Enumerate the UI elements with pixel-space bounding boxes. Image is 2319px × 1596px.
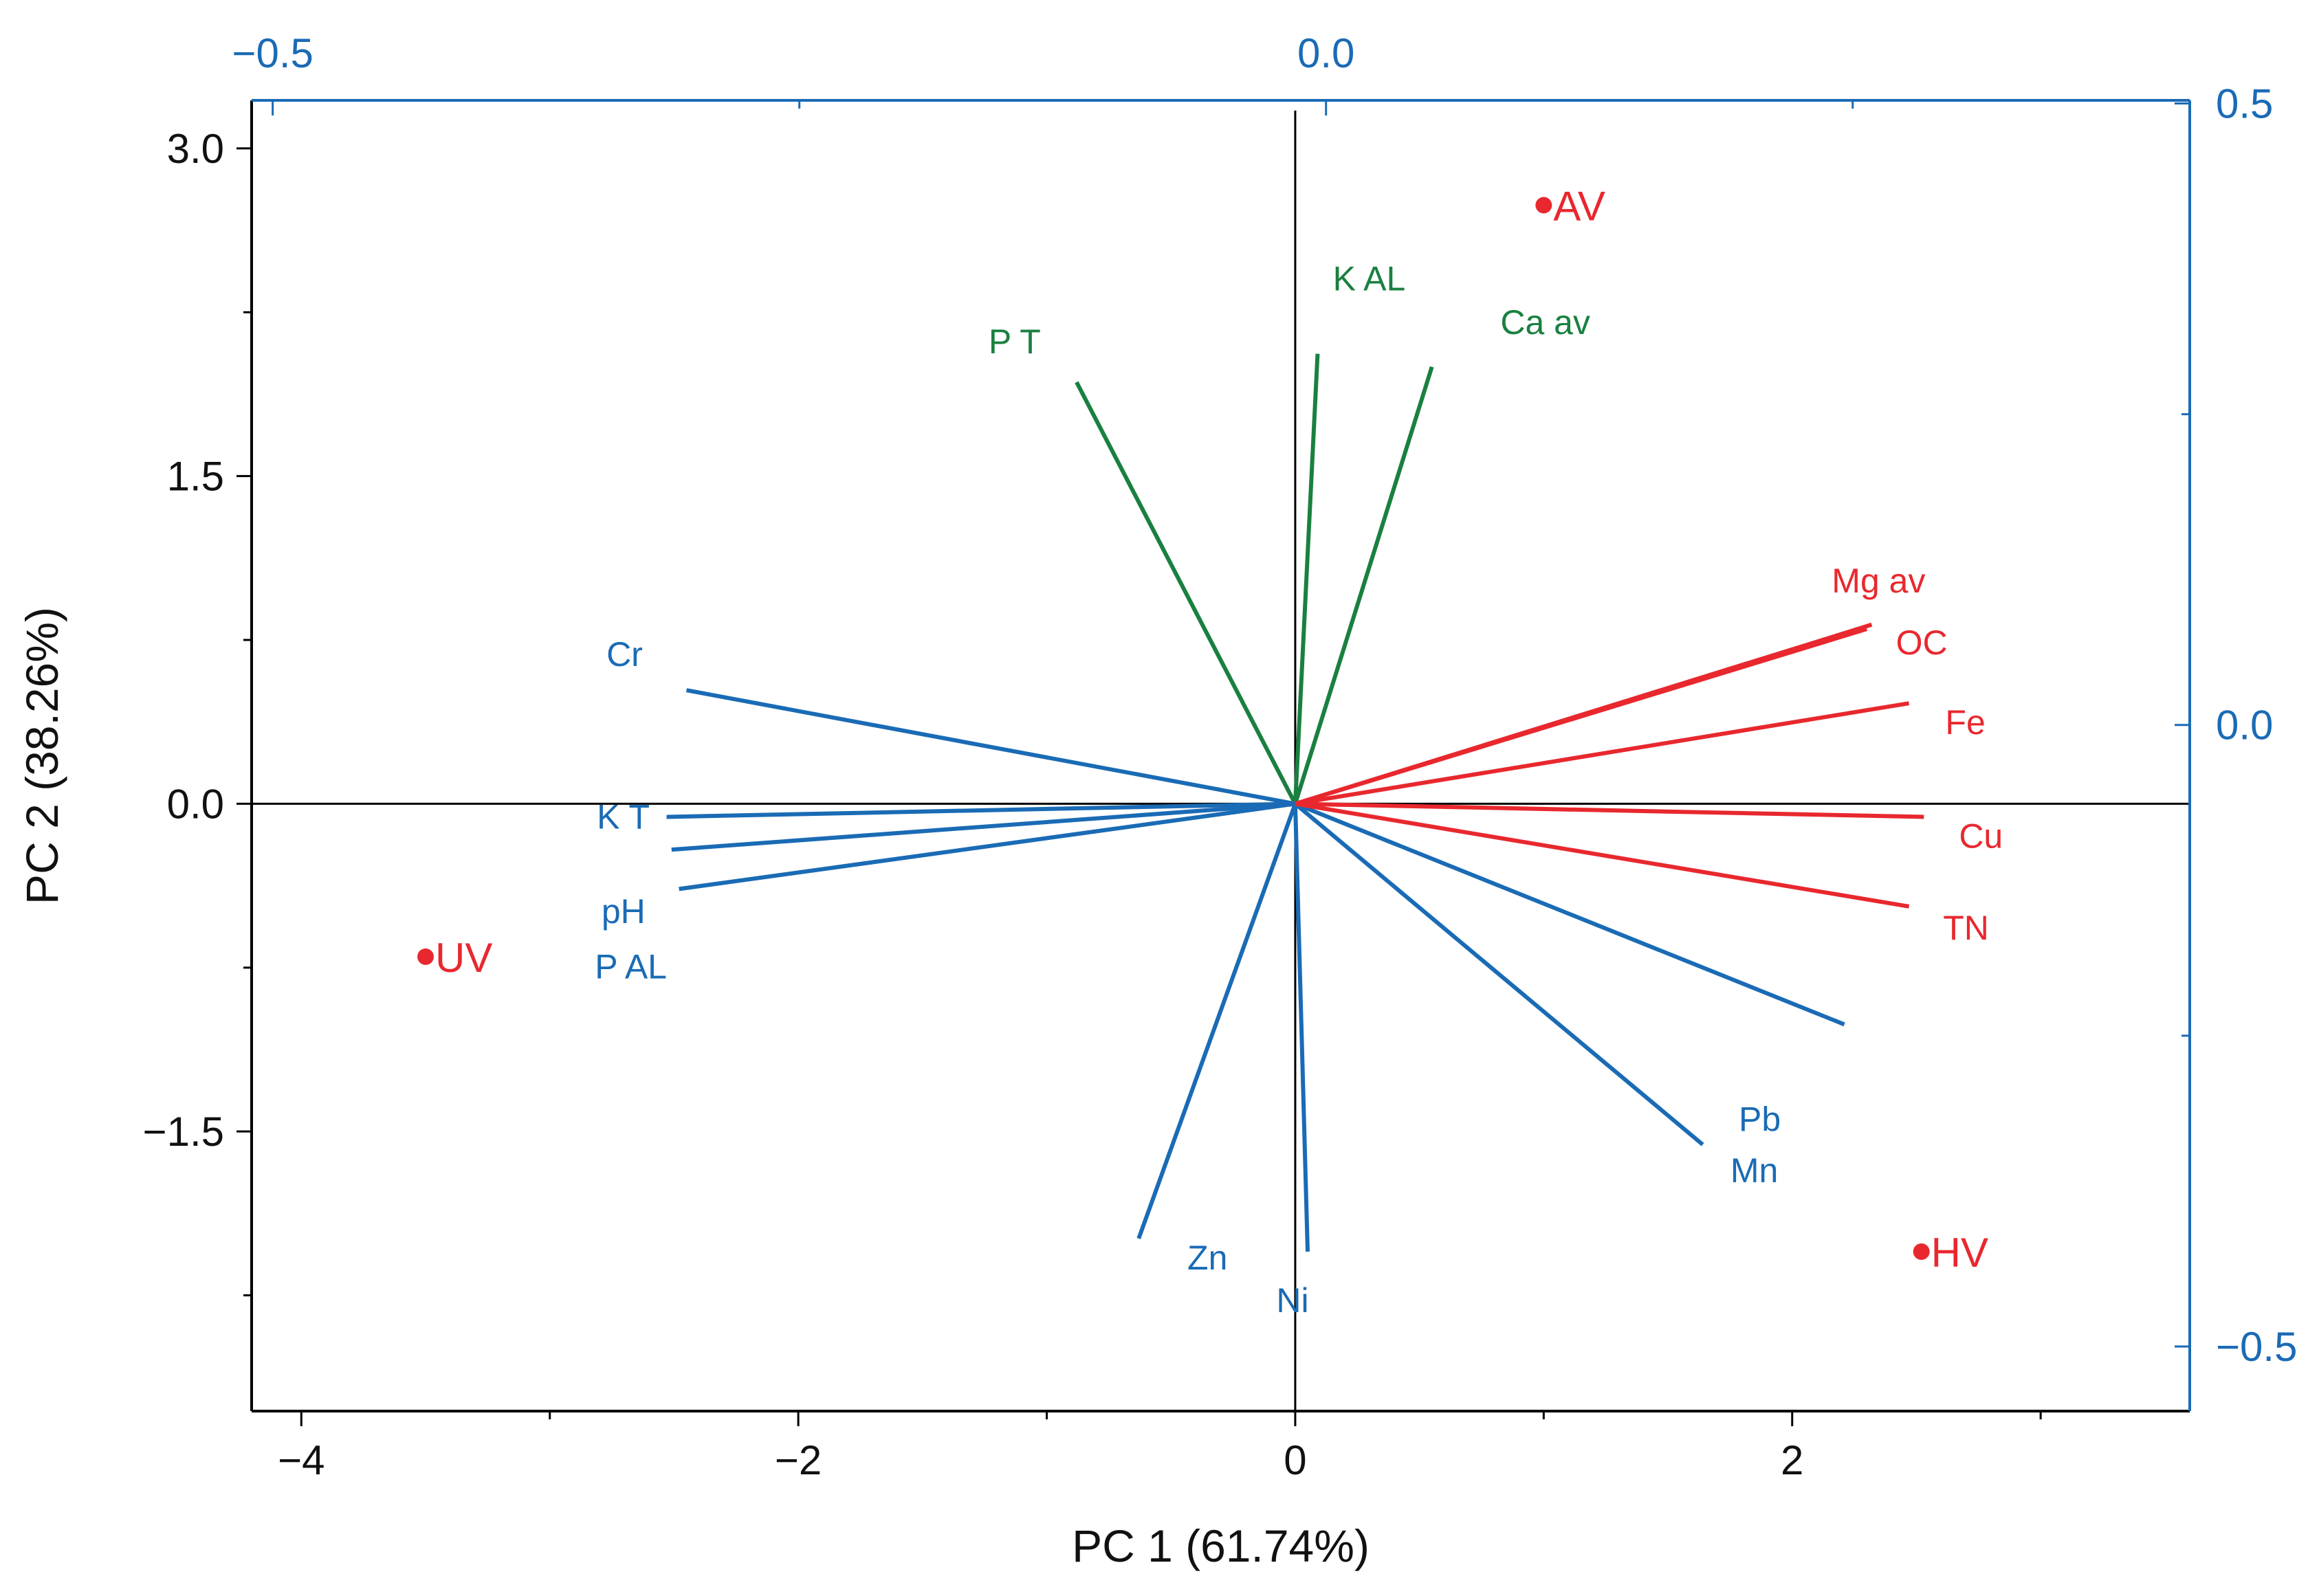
loading-vector [1293, 353, 1320, 804]
loading-label: OC [1896, 623, 1948, 662]
right-tick-label: 0.0 [2216, 702, 2273, 749]
loading-vector [1293, 802, 1704, 1146]
loading-label: Zn [1187, 1239, 1227, 1277]
y-tick-label: −1.5 [143, 1109, 224, 1155]
loading-vector [1136, 803, 1297, 1239]
axis-ticks: −4 −2 0 2 3.0 1.5 0.0 −1.5 −0.5 0.0 0.5 0.0 −0.5 [143, 30, 2298, 1483]
y-tick-label: 1.5 [167, 454, 224, 500]
loading-vector [666, 801, 1295, 819]
plot-frame [250, 99, 2191, 1412]
loading-label: Fe [1945, 703, 1985, 742]
y-axis-title: PC 2 (38.26%) [17, 607, 67, 905]
loading-label: Ni [1276, 1281, 1308, 1320]
top-tick-label: −0.5 [232, 30, 313, 76]
loading-label: K T [597, 797, 650, 836]
x-tick-label: −4 [278, 1437, 325, 1483]
data-labels: P T K AL Ca av Cr K T pH P AL Pb Mn Zn Ni Mg av OC Fe… [435, 184, 2003, 1320]
loading-label: Mn [1730, 1151, 1778, 1190]
observation-points [417, 197, 1930, 1260]
loading-vector [1295, 701, 1910, 806]
y-tick-label: 3.0 [167, 126, 224, 172]
loading-label: Ca av [1500, 303, 1590, 342]
loading-vector [1295, 627, 1868, 806]
loading-vector [1295, 801, 1924, 819]
x-tick-label: 2 [1781, 1437, 1803, 1483]
loading-vectors [666, 353, 1924, 1252]
x-axis-title: PC 1 (61.74%) [1072, 1520, 1370, 1571]
observation-point [417, 948, 434, 965]
observation-point [1913, 1243, 1930, 1260]
loading-vector [679, 801, 1296, 891]
right-tick-label: −0.5 [2216, 1324, 2297, 1370]
loading-label: K AL [1333, 260, 1406, 298]
loading-vector [1293, 803, 1310, 1252]
x-tick-label: −2 [775, 1437, 822, 1483]
loading-vector [1294, 801, 1845, 1027]
loading-label: Mg av [1832, 562, 1925, 600]
loading-label: P AL [595, 947, 667, 986]
observation-label: UV [435, 935, 492, 981]
right-tick-label: 0.5 [2216, 81, 2273, 127]
loading-vector [1293, 366, 1434, 805]
loading-vector [671, 801, 1296, 852]
y-tick-label: 0.0 [167, 781, 224, 827]
loading-vector [685, 688, 1296, 806]
loading-label: pH [602, 892, 646, 931]
loading-label: P T [989, 322, 1041, 361]
loading-label: Cu [1959, 817, 2003, 855]
observation-label: AV [1553, 184, 1605, 230]
loading-label: TN [1943, 909, 1989, 947]
loading-vector [1295, 801, 1910, 909]
x-tick-label: 0 [1284, 1437, 1306, 1483]
loading-label: Pb [1739, 1100, 1781, 1138]
observation-label: HV [1931, 1230, 1988, 1276]
loading-label: Cr [606, 635, 643, 674]
observation-point [1535, 197, 1552, 214]
top-tick-label: 0.0 [1297, 30, 1354, 76]
loading-vector [1075, 381, 1297, 805]
